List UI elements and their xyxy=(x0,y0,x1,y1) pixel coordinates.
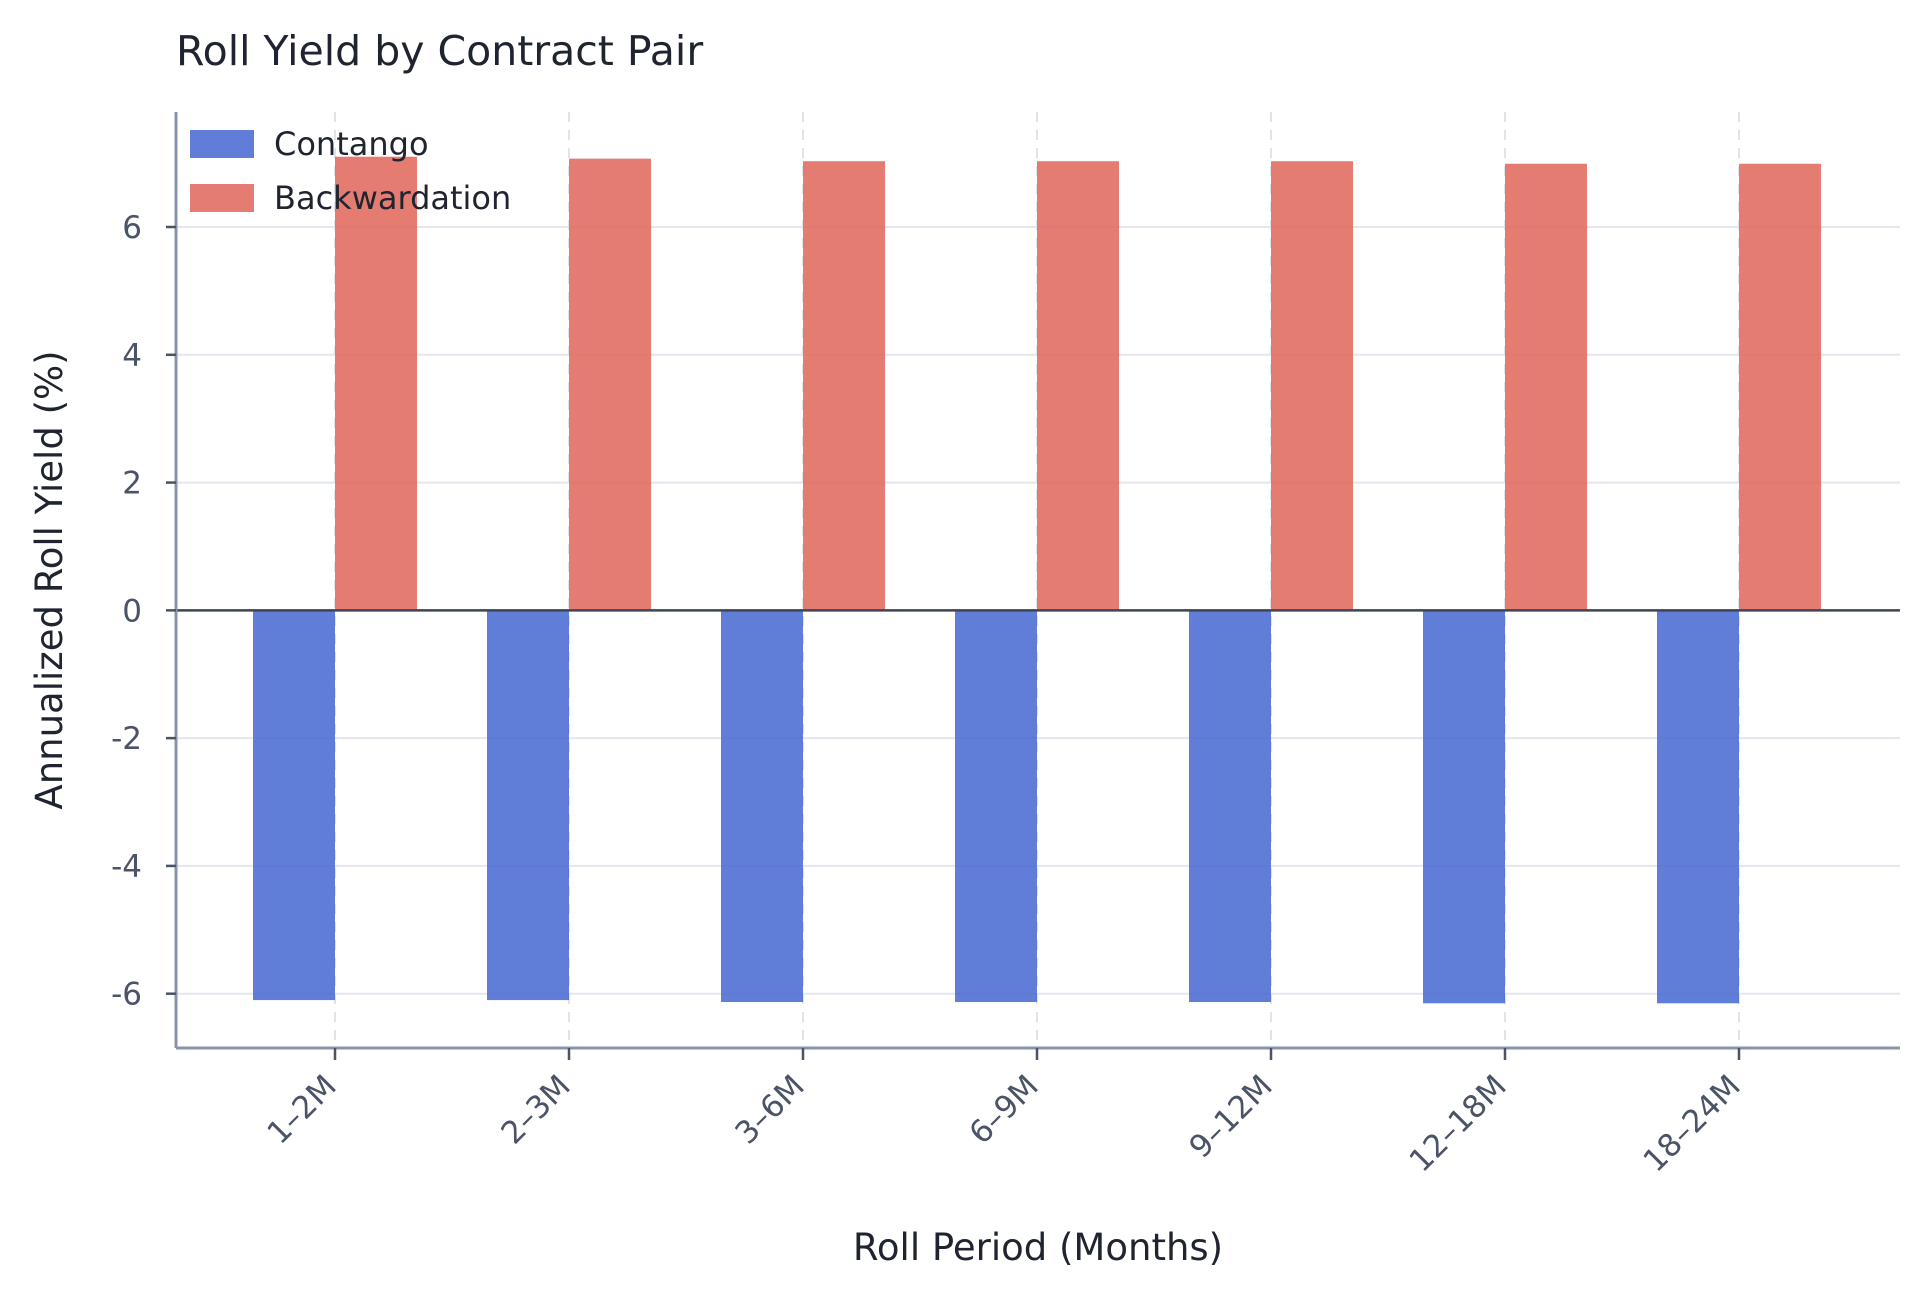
contango-bar xyxy=(955,610,1037,1002)
contango-bar xyxy=(1423,610,1505,1004)
y-tick-label: 2 xyxy=(122,466,142,502)
contango-bar xyxy=(487,610,569,1001)
backwardation-legend-label: Backwardation xyxy=(274,179,511,217)
contango-legend-label: Contango xyxy=(274,125,429,163)
legend: Contango Backwardation xyxy=(190,125,511,217)
backwardation-legend-swatch xyxy=(190,184,254,212)
y-tick-label: 6 xyxy=(122,210,142,246)
backwardation-bar xyxy=(1739,163,1821,611)
x-tick-label: 2–3M xyxy=(494,1068,577,1151)
x-tick-label: 18–24M xyxy=(1637,1068,1748,1179)
y-tick-label: -4 xyxy=(111,849,142,885)
x-axis-label: Roll Period (Months) xyxy=(853,1226,1223,1269)
contango-bar xyxy=(721,610,803,1002)
bars xyxy=(253,156,1821,1004)
backwardation-bar xyxy=(1271,161,1353,611)
contango-bar xyxy=(1189,610,1271,1002)
y-axis-label: Annualized Roll Yield (%) xyxy=(28,350,71,809)
y-tick-label: -2 xyxy=(111,721,142,757)
y-tick-label: 4 xyxy=(122,338,142,374)
y-tick-label: 0 xyxy=(122,593,142,629)
x-tick-label: 9–12M xyxy=(1182,1068,1279,1165)
y-tick-label: -6 xyxy=(111,977,142,1013)
x-tick-label: 12–18M xyxy=(1403,1068,1514,1179)
backwardation-bar xyxy=(1037,161,1119,611)
contango-bar xyxy=(1657,610,1739,1004)
backwardation-bar xyxy=(569,158,651,611)
backwardation-bar xyxy=(335,156,417,611)
x-tick-label: 1–2M xyxy=(260,1068,343,1151)
chart-title: Roll Yield by Contract Pair xyxy=(176,27,703,75)
contango-legend-swatch xyxy=(190,130,254,158)
backwardation-bar xyxy=(803,161,885,611)
x-tick-label: 6–9M xyxy=(962,1068,1045,1151)
backwardation-bar xyxy=(1505,163,1587,611)
contango-bar xyxy=(253,610,335,1001)
x-tick-label: 3–6M xyxy=(728,1068,811,1151)
